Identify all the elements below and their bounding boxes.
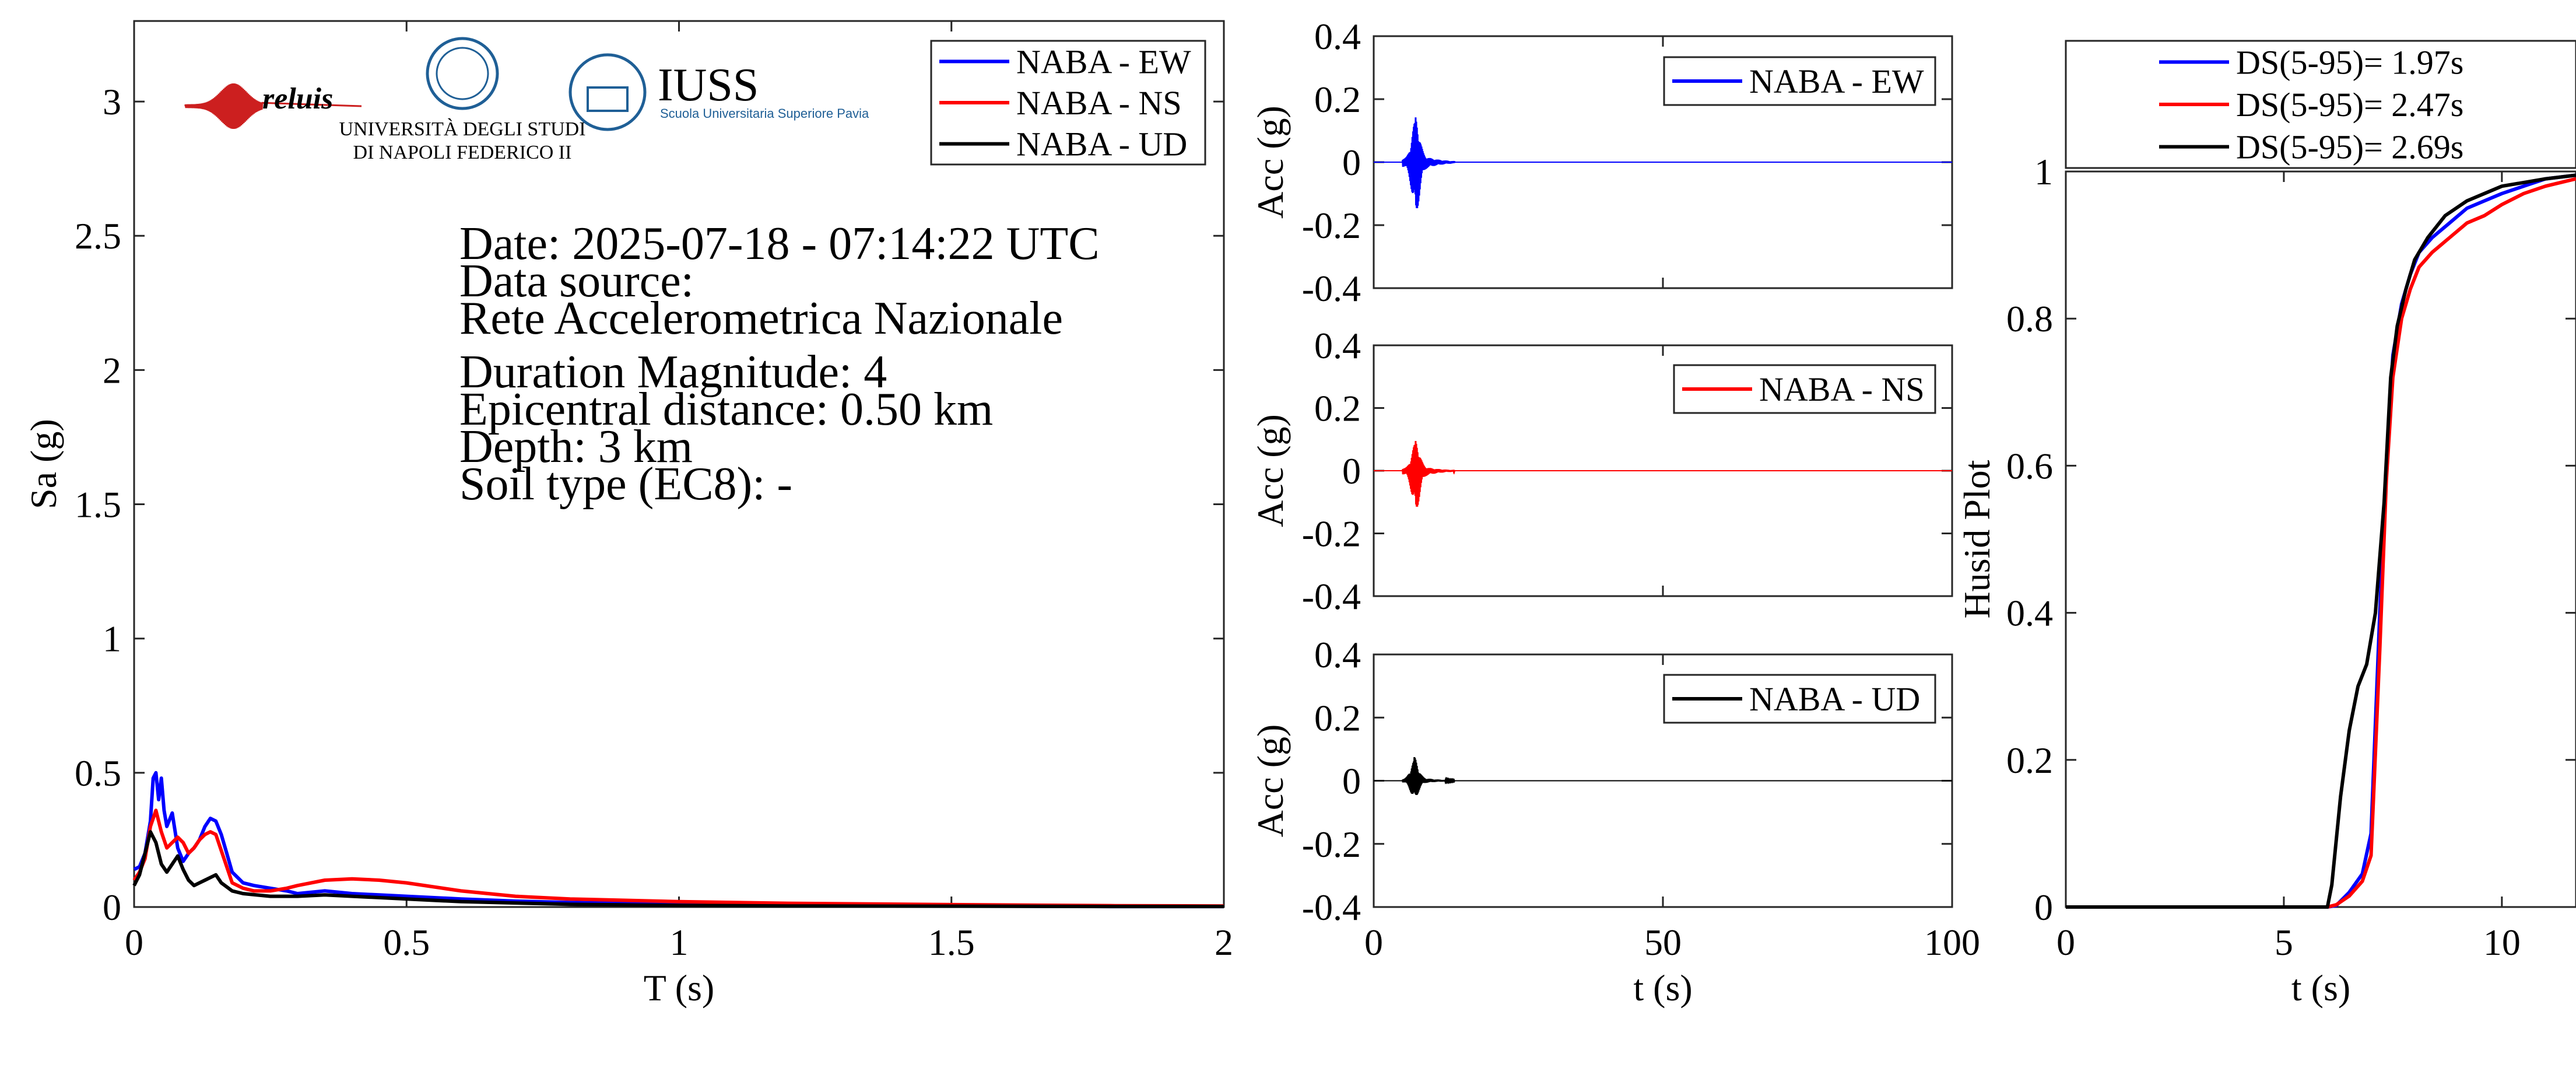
y-axis-label: Acc (g) xyxy=(1250,106,1291,219)
unina-seal-icon xyxy=(426,37,499,110)
x-tick-label: 1 xyxy=(670,922,689,963)
info-date: Date: 2025-07-18 - 07:14:22 UTC xyxy=(459,218,1100,269)
y-tick-label: 0.8 xyxy=(2006,298,2053,339)
y-tick-label: 2 xyxy=(103,349,121,391)
axes-frame xyxy=(2065,170,2576,908)
series-line-0 xyxy=(133,771,1224,909)
legend-box xyxy=(2065,40,2576,169)
legend: NABA - UD xyxy=(1663,674,1936,724)
iuss-logo-subtitle: Scuola Universitaria Superiore Pavia xyxy=(660,106,869,121)
y-tick-label: 0.2 xyxy=(1314,79,1361,120)
legend-label: DS(5-95)= 2.47s xyxy=(2236,86,2463,124)
y-axis-label: Acc (g) xyxy=(1250,414,1291,527)
iuss-logo-title: IUSS xyxy=(658,59,759,111)
husid-chart: 0 5 10 0 0.2 0.4 0.6 0.8 1 t (s) Husid Plot DS(5-95… xyxy=(1956,40,2576,1009)
x-tick-label: 2 xyxy=(1215,922,1233,963)
x-tick-label: 0 xyxy=(1364,922,1383,963)
iuss-seal-icon xyxy=(568,53,647,131)
y-tick-label: -0.2 xyxy=(1302,205,1361,246)
y-tick-label: 0.2 xyxy=(2006,740,2053,781)
y-tick-label: -0.2 xyxy=(1302,513,1361,555)
y-tick-label: 3 xyxy=(103,81,121,122)
y-tick-label: -0.4 xyxy=(1302,576,1361,617)
legend-label: NABA - EW xyxy=(1016,43,1191,80)
series-trace xyxy=(1402,117,1456,208)
y-tick-label: 0 xyxy=(1342,142,1361,183)
x-tick-label: 5 xyxy=(2275,922,2293,963)
series-line-1 xyxy=(132,808,1224,908)
legend: NABA - EW xyxy=(1663,56,1936,106)
y-tick-label: 0.4 xyxy=(1314,16,1361,57)
legend-label: DS(5-95)= 2.69s xyxy=(2236,128,2463,166)
reluis-logo-text: reluis xyxy=(262,82,333,115)
x-tick-label: 10 xyxy=(2483,922,2521,963)
x-axis-label: t (s) xyxy=(1633,967,1692,1009)
acc-ew-chart: -0.4 -0.2 0 0.2 0.4 Acc (g) NABA - EW xyxy=(1250,16,1953,309)
info-distance: Epicentral distance: 0.50 km xyxy=(459,384,993,435)
y-tick-label: 0.2 xyxy=(1314,388,1361,429)
acc-ns-chart: -0.4 -0.2 0 0.2 0.4 Acc (g) NABA - NS xyxy=(1250,325,1953,617)
legend-label: NABA - NS xyxy=(1759,370,1925,408)
y-tick-label: 0 xyxy=(1342,450,1361,492)
series-trace xyxy=(1402,757,1456,796)
y-tick-label: 1 xyxy=(2034,151,2053,192)
series-line-2 xyxy=(2066,173,2576,909)
y-tick-label: 1 xyxy=(103,618,121,660)
info-source: Rete Accelerometrica Nazionale xyxy=(459,293,1063,344)
info-source-label: Data source: xyxy=(459,255,694,307)
y-tick-label: 0.4 xyxy=(2006,593,2053,634)
y-tick-label: -0.4 xyxy=(1302,887,1361,928)
y-tick-label: 0.4 xyxy=(1314,634,1361,675)
y-tick-label: 0 xyxy=(2034,887,2053,928)
reluis-logo: reluis xyxy=(184,82,362,129)
info-magnitude: Duration Magnitude: 4 xyxy=(459,346,887,398)
seismogram-graphic xyxy=(184,83,362,129)
y-tick-label: 0.4 xyxy=(1314,325,1361,366)
y-axis-label: Acc (g) xyxy=(1250,724,1291,838)
x-tick-label: 50 xyxy=(1644,922,1682,963)
y-axis-label: Husid Plot xyxy=(1956,460,1998,618)
x-tick-label: 1.5 xyxy=(928,922,975,963)
legend-label: NABA - UD xyxy=(1016,125,1187,163)
y-tick-label: 0.6 xyxy=(2006,445,2053,486)
x-tick-label: 100 xyxy=(1924,922,1980,963)
x-axis-label: T (s) xyxy=(644,967,714,1009)
iuss-building-icon xyxy=(587,86,629,112)
y-tick-label: 0 xyxy=(103,887,121,928)
acc-ud-chart: 0 50 100 -0.4 -0.2 0 0.2 0.4 t (s) Acc (g) NABA - … xyxy=(1250,634,1980,1009)
y-tick-label: -0.4 xyxy=(1302,268,1361,309)
y-tick-label: 1.5 xyxy=(75,484,121,526)
unina-logo-line2: DI NAPOLI FEDERICO II xyxy=(353,142,572,163)
y-tick-label: 0 xyxy=(1342,761,1361,802)
legend-label: NABA - UD xyxy=(1749,680,1920,718)
info-soil: Soil type (EC8): - xyxy=(459,458,792,510)
y-axis-label: Sa (g) xyxy=(23,419,64,509)
event-info: Date: 2025-07-18 - 07:14:22 UTC Data sou… xyxy=(459,218,1100,510)
legend: DS(5-95)= 1.97s DS(5-95)= 2.47s DS(5-95)= … xyxy=(2065,40,2576,169)
x-tick-label: 0 xyxy=(2056,922,2075,963)
unina-logo: UNIVERSITÀ DEGLI STUDI DI NAPOLI FEDERIC… xyxy=(339,37,586,163)
y-tick-label: -0.2 xyxy=(1302,824,1361,865)
series-trace xyxy=(1402,440,1456,507)
legend: NABA - NS xyxy=(1673,364,1936,414)
unina-logo-line1: UNIVERSITÀ DEGLI STUDI xyxy=(339,118,585,140)
response-spectrum-chart: 0 0.5 1 1.5 2 0 0.5 1 1.5 2 2.5 3 T (s) Sa (g) NABA - … xyxy=(23,20,1233,1009)
x-tick-label: 0.5 xyxy=(383,922,430,963)
axes-frame xyxy=(133,20,1225,908)
y-tick-label: 2.5 xyxy=(75,215,121,257)
legend-label: NABA - EW xyxy=(1749,62,1924,100)
y-tick-label: 0.2 xyxy=(1314,697,1361,738)
legend-label: DS(5-95)= 1.97s xyxy=(2236,43,2463,81)
y-tick-label: 0.5 xyxy=(75,752,121,794)
legend-label: NABA - NS xyxy=(1016,84,1182,122)
info-depth: Depth: 3 km xyxy=(459,421,693,472)
x-axis-label: t (s) xyxy=(2291,967,2350,1009)
unina-seal-inner xyxy=(436,47,489,100)
x-tick-label: 0 xyxy=(125,922,143,963)
series-line-2 xyxy=(132,830,1224,909)
iuss-logo: IUSS Scuola Universitaria Superiore Pavi… xyxy=(568,53,869,131)
series-line-1 xyxy=(2066,177,2576,909)
